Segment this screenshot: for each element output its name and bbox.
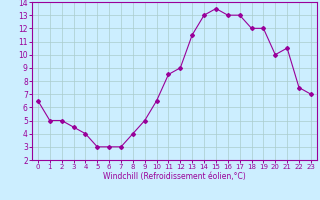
X-axis label: Windchill (Refroidissement éolien,°C): Windchill (Refroidissement éolien,°C) <box>103 172 246 181</box>
